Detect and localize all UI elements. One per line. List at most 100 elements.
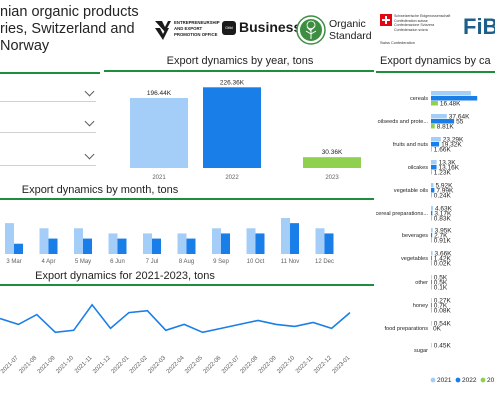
category-bar-2023-1	[431, 101, 438, 106]
business-logo-text: Business	[239, 19, 302, 35]
category-bar-label-2022-2: 55	[456, 118, 464, 125]
swiss-logo-line-1: Schweizerische Eidgenossenschaft	[394, 14, 451, 18]
year-bar-2023	[303, 157, 361, 168]
year-chart-top-divider	[0, 72, 100, 74]
category-bar-label-2021-12: 0.45K	[434, 342, 452, 349]
year-bar-label-2021: 196.44K	[147, 90, 172, 97]
category-bar-label-2021-3: 23.29K	[443, 136, 464, 143]
category-bar-label-2023-2: 8.81K	[437, 123, 455, 130]
category-bar-label-2021-2: 37.64K	[449, 113, 470, 120]
category-bar-label-2021-9: 0.5K	[434, 274, 448, 281]
organic-logo-line-1: Organic	[329, 18, 366, 30]
category-bar-2021-9	[431, 275, 432, 280]
month-axis-tick-2: 4 Apr	[41, 259, 55, 265]
line-axis-tick-2022-01: 2022-01	[111, 355, 131, 375]
swiss-logo-line-2: Confédération suisse	[394, 18, 428, 23]
category-bar-label-2021-8: 3.66K	[435, 250, 453, 257]
category-label-8: vegetables	[401, 256, 428, 262]
month-bar-2022-2	[48, 238, 58, 254]
month-bar-2021-10	[315, 228, 325, 254]
line-axis-tick-2021-12: 2021-12	[92, 355, 112, 375]
line-axis-tick-2022-06: 2022-06	[203, 355, 223, 375]
month-bar-2022-4	[117, 238, 127, 254]
swiss-logo-line-3: Confederazione Svizzera	[394, 23, 435, 28]
year-bar-2021	[130, 97, 188, 168]
line-axis-tick-2023-01: 2023-01	[332, 355, 352, 375]
line-axis-tick-2021-07: 2021-07	[0, 355, 20, 375]
month-bar-2022-5	[152, 238, 161, 254]
month-axis-tick-6: 8 Aug	[179, 259, 194, 265]
category-bar-2022-4	[431, 165, 437, 170]
month-axis-tick-9: 11 Nov	[281, 259, 300, 265]
category-label-2: oilseeds and prote...	[378, 119, 429, 125]
category-bar-label-2023-4: 1.23K	[434, 169, 452, 176]
category-bar-2022-5	[431, 188, 435, 193]
filter-slicer-1[interactable]	[0, 82, 96, 102]
category-bar-label-2023-1: 16.48K	[440, 100, 461, 107]
swiss-logo-subtitle: Swiss Confederation	[380, 41, 415, 45]
month-bar-2021-1	[5, 223, 14, 254]
epo-logo-icon	[155, 21, 171, 40]
category-bar-label-2023-3: 1.66K	[434, 146, 452, 153]
category-label-5: vegetable oils	[394, 188, 428, 194]
report-title: nian organic products ries, Switzerland …	[0, 4, 150, 55]
epo-logo-line-1: ENTREPRENEURSHIP	[174, 20, 220, 25]
month-chart-top-divider	[0, 198, 374, 200]
month-bar-2022-1	[14, 243, 23, 254]
category-bar-2021-8	[431, 251, 433, 256]
category-label-6: cereal preparations...	[376, 211, 428, 217]
year-axis-tick-2023: 2023	[325, 175, 339, 181]
filter-slicer-3[interactable]	[0, 146, 96, 166]
category-bar-2022-2	[431, 119, 455, 124]
line-chart: 2021-062021-072021-082021-092021-102021-…	[0, 303, 352, 375]
category-bar-label-2022-9: 0.5K	[434, 279, 448, 286]
category-bar-label-2021-4: 13.3K	[439, 159, 457, 166]
legend-label-20: 20	[487, 377, 495, 384]
category-chart-title: Export dynamics by ca	[380, 55, 491, 67]
legend-swatch-20	[480, 377, 486, 383]
line-axis-tick-2022-02: 2022-02	[129, 355, 149, 375]
category-bar-2023-6	[431, 216, 432, 221]
category-bar-label-2022-11: 0K	[433, 325, 442, 332]
line-axis-tick-2022-11: 2022-11	[295, 355, 315, 375]
organic-logo-line-2: Standard	[329, 30, 372, 42]
line-axis-tick-2021-08: 2021-08	[18, 355, 38, 375]
month-axis-tick-3: 5 May	[75, 259, 91, 265]
category-bar-2023-9	[431, 285, 432, 290]
category-label-10: honey	[413, 303, 428, 309]
category-label-4: oilcakes	[408, 165, 428, 171]
month-bar-2021-3	[74, 228, 83, 254]
category-bar-2021-12	[431, 343, 432, 348]
category-bar-2023-4	[431, 170, 432, 175]
month-bar-2022-3	[83, 238, 92, 254]
line-chart-top-divider	[0, 284, 374, 286]
category-bar-label-2023-7: 0.91K	[434, 237, 452, 244]
category-bar-label-2021-7: 3.95K	[435, 227, 453, 234]
legend-label-2021: 2021	[437, 377, 452, 384]
category-bar-2021-6	[431, 206, 433, 211]
category-bar-label-2022-3: 19.32K	[441, 141, 462, 148]
tree-icon	[296, 15, 326, 45]
month-bar-2021-4	[108, 233, 118, 254]
month-chart: 3 Mar 4 Apr 5 May 6 Jun 7 Jul 8 Aug 9 Sep 10 Oc…	[5, 218, 334, 265]
category-bar-2023-7	[431, 238, 432, 243]
category-bar-2022-3	[431, 142, 440, 147]
month-bar-2022-6	[186, 238, 196, 254]
year-chart-title: Export dynamics by year, tons	[166, 55, 314, 67]
report-title-line-3: Norway	[0, 38, 50, 54]
legend-swatch-2022	[455, 377, 461, 383]
category-bar-label-2022-8: 1.42K	[434, 255, 452, 262]
line-axis-tick-2022-03: 2022-03	[147, 355, 167, 375]
month-bar-2021-5	[143, 233, 152, 254]
category-bar-2021-7	[431, 228, 433, 233]
line-chart-title: Export dynamics for 2021-2023, tons	[35, 270, 215, 282]
category-bar-2023-5	[431, 193, 432, 198]
category-bar-2023-10	[431, 308, 432, 313]
category-bar-label-2022-5: 7.99K	[436, 187, 454, 194]
category-label-7: beverages	[402, 233, 428, 239]
category-bar-label-2021-6: 4.63K	[435, 205, 453, 212]
category-bar-2021-2	[431, 114, 447, 119]
filter-slicer-2[interactable]	[0, 113, 96, 133]
category-bar-label-2022-6: 3.17K	[434, 210, 452, 217]
line-axis-tick-2022-05: 2022-05	[184, 355, 204, 375]
